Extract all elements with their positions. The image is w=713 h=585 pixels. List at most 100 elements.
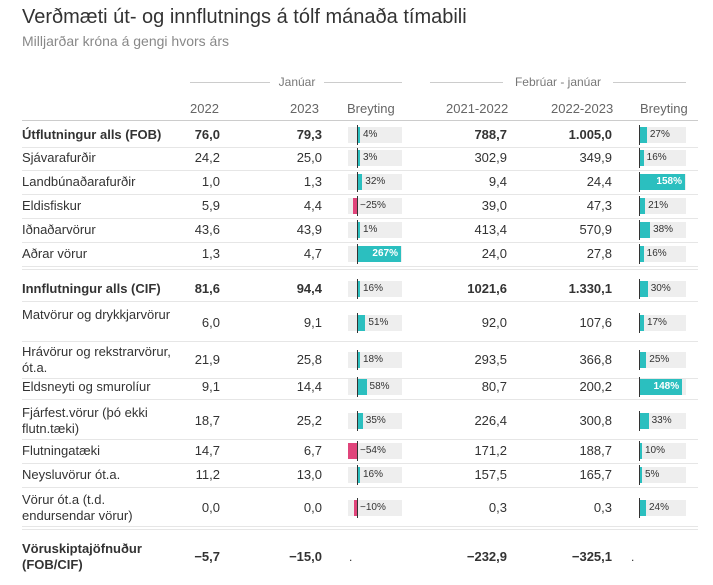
change-bar-track-twelve-months [639, 443, 686, 459]
change-bar-track-twelve-months [639, 500, 686, 516]
change-axis-januar [357, 220, 358, 240]
change-bar-twelve-months [639, 379, 683, 395]
value-2022-2023: 366,8 [579, 352, 612, 367]
row-label: Sjávarafurðir [22, 150, 96, 165]
row-divider [22, 526, 698, 527]
value-2022: 6,0 [201, 315, 220, 330]
change-bar-twelve-months [639, 315, 644, 331]
value-2022-2023: 24,4 [586, 174, 612, 189]
change-axis-twelve-months [639, 148, 640, 168]
change-axis-twelve-months [639, 172, 640, 192]
row-divider [22, 170, 698, 171]
value-2021-2022: 0,3 [488, 500, 507, 515]
value-2023: 13,0 [296, 467, 322, 482]
row-divider [22, 439, 698, 440]
value-2023: 6,7 [303, 443, 322, 458]
value-2021-2022: 788,7 [474, 127, 507, 142]
change-bar-twelve-months [639, 500, 646, 516]
change-bar-januar [357, 127, 360, 143]
value-2023: −15,0 [289, 549, 322, 564]
change-bar-track-twelve-months [639, 352, 686, 368]
change-bar-track-januar [348, 500, 402, 516]
value-2023: 25,2 [296, 413, 322, 428]
change-axis-twelve-months [639, 350, 640, 370]
value-2023: 25,8 [296, 352, 322, 367]
change-axis-januar [357, 441, 358, 461]
chart-title: Verðmæti út- og innflutnings á tólf mána… [22, 6, 467, 28]
value-2022: 76,0 [194, 127, 220, 142]
change-axis-twelve-months [639, 465, 640, 485]
row-label: Innflutningur alls (CIF) [22, 281, 161, 296]
row-divider [22, 266, 698, 267]
row-label: Vöruskiptajöfnuður (FOB/CIF) [22, 541, 142, 572]
row-label: Fjárfest.vörur (þó ekki flutn.tæki) [22, 405, 148, 436]
value-2022-2023: 349,9 [579, 150, 612, 165]
change-bar-track-twelve-months [639, 222, 686, 238]
change-label-januar: −25% [360, 200, 386, 211]
change-label-twelve-months: 24% [648, 502, 669, 513]
change-label-twelve-months: 25% [649, 354, 670, 365]
change-axis-twelve-months [639, 441, 640, 461]
value-2023: 94,4 [296, 281, 322, 296]
change-bar-twelve-months [639, 467, 642, 483]
row-divider [22, 147, 698, 148]
change-missing-twelve-months: . [631, 550, 635, 564]
change-label-januar: 4% [363, 129, 378, 140]
change-bar-track-januar [348, 443, 402, 459]
row-label: Eldsneyti og smurolíur [22, 379, 151, 394]
value-2022: 43,6 [194, 222, 220, 237]
section-divider [22, 269, 698, 270]
value-2021-2022: 157,5 [474, 467, 507, 482]
change-label-januar: −54% [360, 445, 386, 456]
row-label: Matvörur og drykkjarvörur [22, 307, 171, 322]
change-label-januar: 16% [363, 469, 384, 480]
value-2022-2023: 1.005,0 [568, 127, 612, 142]
change-bar-track-twelve-months [639, 315, 686, 331]
change-bar-januar [357, 467, 360, 483]
change-axis-twelve-months [639, 196, 640, 216]
value-2022: 11,2 [195, 467, 220, 482]
change-label-twelve-months: 27% [649, 129, 670, 140]
change-bar-track-twelve-months [639, 127, 686, 143]
change-axis-januar [357, 313, 358, 333]
change-label-januar: 32% [365, 176, 386, 187]
section-divider [22, 529, 698, 530]
value-2022-2023: 300,8 [579, 413, 612, 428]
change-bar-twelve-months [639, 352, 647, 368]
row-divider [22, 301, 698, 302]
change-bar-track-januar [348, 467, 402, 483]
value-2021-2022: 1021,6 [467, 281, 507, 296]
change-bar-januar [352, 198, 357, 214]
change-bar-track-twelve-months [639, 198, 686, 214]
change-bar-track-twelve-months [639, 413, 686, 429]
change-bar-januar [357, 413, 363, 429]
change-axis-januar [357, 148, 358, 168]
change-bar-twelve-months [639, 413, 649, 429]
change-axis-januar [357, 244, 358, 264]
change-axis-twelve-months [639, 279, 640, 299]
change-axis-januar [357, 350, 358, 370]
value-2021-2022: −232,9 [466, 549, 507, 564]
change-label-januar: 18% [363, 354, 384, 365]
change-label-twelve-months: 5% [645, 469, 660, 480]
row-divider [22, 218, 698, 219]
value-2022-2023: 165,7 [579, 467, 612, 482]
value-2021-2022: 92,0 [481, 315, 507, 330]
change-missing-januar: . [349, 550, 353, 564]
header-2023: 2023 [290, 101, 319, 116]
value-2022: 24,2 [194, 150, 220, 165]
change-bar-track-twelve-months [639, 150, 686, 166]
value-2022-2023: 200,2 [579, 379, 612, 394]
group-label-januar: Janúar [270, 75, 324, 89]
change-bar-januar [357, 174, 363, 190]
value-2022-2023: 47,3 [586, 198, 612, 213]
row-label: Aðrar vörur [22, 246, 88, 261]
value-2023: 79,3 [296, 127, 322, 142]
row-label: Útflutningur alls (FOB) [22, 127, 162, 142]
change-bar-twelve-months [639, 174, 685, 190]
row-label: Flutningatæki [22, 443, 101, 458]
change-bar-twelve-months [639, 127, 647, 143]
value-2021-2022: 39,0 [481, 198, 507, 213]
value-2021-2022: 171,2 [474, 443, 507, 458]
value-2022: −5,7 [194, 549, 220, 564]
